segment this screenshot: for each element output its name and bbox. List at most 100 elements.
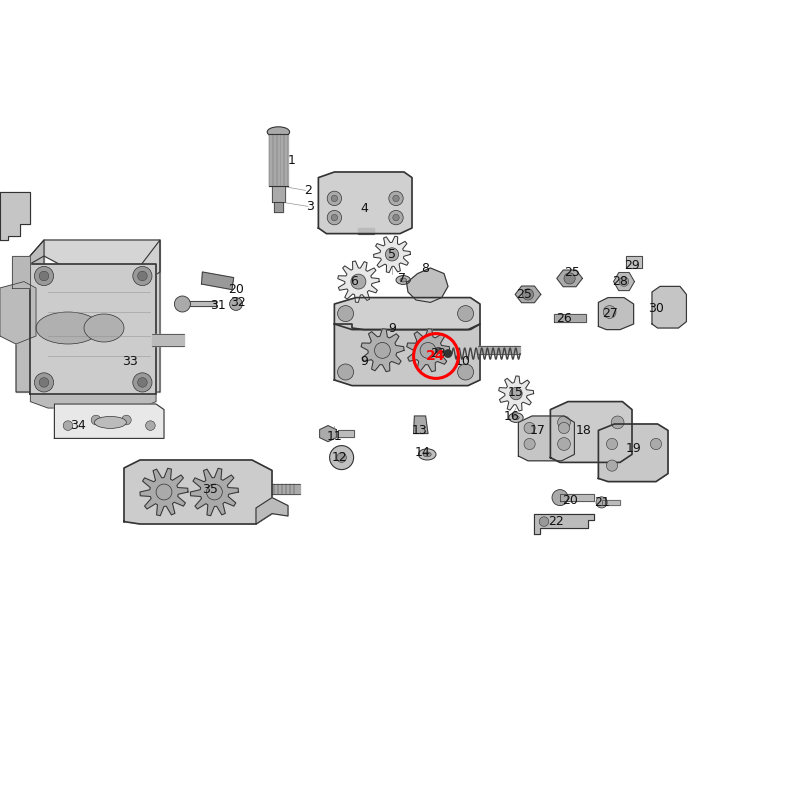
Circle shape: [558, 416, 570, 429]
Text: 22: 22: [548, 515, 564, 528]
Polygon shape: [534, 514, 594, 534]
Polygon shape: [515, 286, 541, 302]
Text: 26: 26: [556, 312, 572, 325]
Circle shape: [393, 195, 399, 202]
Circle shape: [338, 364, 354, 380]
Text: 27: 27: [602, 307, 618, 320]
Circle shape: [603, 306, 616, 318]
Polygon shape: [602, 500, 620, 505]
Circle shape: [63, 421, 73, 430]
Text: 34: 34: [70, 419, 86, 432]
Circle shape: [522, 289, 534, 300]
Circle shape: [34, 373, 54, 392]
Polygon shape: [30, 394, 156, 408]
Circle shape: [327, 210, 342, 225]
Circle shape: [389, 210, 403, 225]
Polygon shape: [274, 202, 283, 212]
Polygon shape: [406, 329, 450, 372]
Polygon shape: [554, 314, 586, 322]
Text: 25: 25: [564, 266, 580, 278]
Text: 5: 5: [388, 248, 396, 261]
Text: 10: 10: [454, 355, 470, 368]
Ellipse shape: [418, 449, 436, 460]
Circle shape: [138, 271, 147, 281]
Text: 12: 12: [332, 451, 348, 464]
Circle shape: [389, 191, 403, 206]
Polygon shape: [269, 134, 288, 186]
Circle shape: [39, 271, 49, 281]
Circle shape: [174, 296, 190, 312]
Ellipse shape: [94, 416, 126, 429]
Polygon shape: [498, 376, 534, 411]
Text: 11: 11: [326, 430, 342, 442]
Circle shape: [133, 373, 152, 392]
Text: 23: 23: [430, 347, 446, 360]
Polygon shape: [358, 228, 374, 234]
Text: 35: 35: [202, 483, 218, 496]
Circle shape: [650, 438, 662, 450]
Circle shape: [552, 490, 568, 506]
Polygon shape: [652, 286, 686, 328]
Circle shape: [619, 277, 629, 286]
Polygon shape: [16, 240, 44, 392]
Text: 20: 20: [228, 283, 244, 296]
Circle shape: [558, 422, 570, 434]
Ellipse shape: [509, 413, 523, 422]
Circle shape: [435, 347, 442, 354]
Text: 13: 13: [411, 424, 427, 437]
Circle shape: [327, 191, 342, 206]
Circle shape: [146, 421, 155, 430]
Polygon shape: [140, 468, 188, 516]
Text: 32: 32: [230, 296, 246, 309]
Circle shape: [564, 273, 575, 284]
Text: 15: 15: [508, 386, 524, 398]
Polygon shape: [54, 404, 164, 438]
Circle shape: [524, 438, 535, 450]
Text: 1: 1: [288, 154, 296, 166]
Circle shape: [596, 497, 607, 508]
Circle shape: [206, 484, 222, 500]
Polygon shape: [190, 468, 238, 516]
Circle shape: [510, 387, 522, 400]
Ellipse shape: [400, 278, 406, 282]
Circle shape: [351, 274, 366, 289]
Text: 17: 17: [530, 424, 546, 437]
Text: 7: 7: [398, 272, 406, 285]
Polygon shape: [44, 240, 160, 392]
Text: 3: 3: [306, 200, 314, 213]
Circle shape: [338, 306, 354, 322]
Polygon shape: [184, 301, 216, 306]
Circle shape: [331, 214, 338, 221]
Circle shape: [337, 453, 346, 462]
Text: 28: 28: [612, 275, 628, 288]
Circle shape: [122, 415, 131, 425]
Polygon shape: [152, 334, 184, 346]
Polygon shape: [124, 460, 272, 524]
Text: 33: 33: [122, 355, 138, 368]
Polygon shape: [557, 270, 582, 286]
Polygon shape: [626, 256, 642, 268]
Polygon shape: [598, 298, 634, 330]
Text: 9: 9: [388, 322, 396, 334]
Circle shape: [606, 460, 618, 471]
Text: 21: 21: [594, 496, 610, 509]
Polygon shape: [318, 172, 412, 234]
Text: 4: 4: [360, 202, 368, 214]
Ellipse shape: [84, 314, 124, 342]
Ellipse shape: [396, 275, 410, 284]
Polygon shape: [12, 256, 30, 288]
Text: 14: 14: [414, 446, 430, 458]
Polygon shape: [0, 192, 30, 240]
Circle shape: [539, 517, 549, 526]
Polygon shape: [414, 416, 428, 434]
Polygon shape: [16, 240, 160, 288]
Text: 18: 18: [576, 424, 592, 437]
Polygon shape: [406, 268, 448, 302]
Polygon shape: [614, 273, 634, 290]
Circle shape: [91, 415, 101, 425]
Circle shape: [138, 378, 147, 387]
Polygon shape: [361, 329, 404, 372]
Polygon shape: [338, 430, 354, 437]
Text: 29: 29: [624, 259, 640, 272]
Circle shape: [374, 342, 390, 358]
